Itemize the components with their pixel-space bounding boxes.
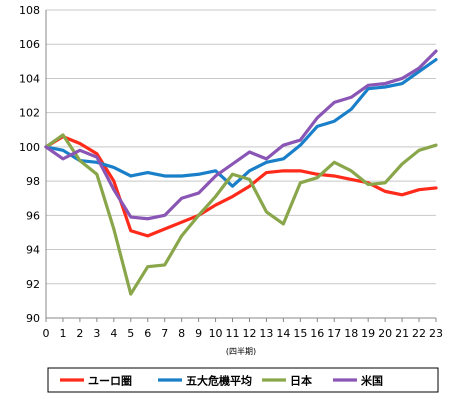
legend: ユーロ圏 五大危機平均 日本 米国 <box>47 367 439 393</box>
legend-label-3: 米国 <box>360 374 383 388</box>
series-line-2 <box>44 133 438 296</box>
x-tick-label: 2 <box>76 327 83 340</box>
legend-label-0: ユーロ圏 <box>88 375 132 388</box>
y-tick-label: 90 <box>26 312 40 325</box>
series-line-3 <box>44 49 438 221</box>
y-tick-label: 94 <box>26 244 40 257</box>
x-tick-label: 10 <box>209 327 223 340</box>
x-tick-label: 8 <box>178 327 185 340</box>
x-tick-label: 19 <box>361 327 375 340</box>
x-tick-label: 17 <box>327 327 341 340</box>
x-tick-label: 22 <box>412 327 426 340</box>
x-tick-label: 3 <box>93 327 100 340</box>
x-tick-label: 0 <box>43 327 50 340</box>
x-tick-label: 18 <box>344 327 358 340</box>
y-tick-label: 102 <box>19 107 40 120</box>
x-tick-label: 16 <box>310 327 324 340</box>
x-tick-label: 15 <box>293 327 307 340</box>
x-tick-label: 20 <box>378 327 392 340</box>
x-axis-label: (四半期) <box>226 346 256 356</box>
series-line-0 <box>44 135 438 238</box>
y-tick-label: 108 <box>19 4 40 17</box>
gridlines <box>46 9 436 285</box>
x-tick-label: 11 <box>226 327 240 340</box>
x-tick-labels: 0 1 2 3 4 5 6 7 8 9 10 11 12 13 14 15 16 17 18 19 20 21 22 23 <box>43 327 444 340</box>
x-tick-label: 5 <box>127 327 134 340</box>
x-tick-label: 6 <box>144 327 151 340</box>
x-tick-label: 21 <box>395 327 409 340</box>
y-tick-label: 92 <box>26 278 40 291</box>
series-lines <box>44 49 438 296</box>
y-tick-label: 98 <box>26 175 40 188</box>
x-tick-label: 7 <box>161 327 168 340</box>
x-tick-label: 1 <box>59 327 66 340</box>
x-tick-label: 9 <box>195 327 202 340</box>
y-tick-labels: 90 92 94 96 98 100 102 104 106 108 <box>19 4 40 325</box>
y-tick-label: 96 <box>26 209 40 222</box>
y-tick-label: 104 <box>19 72 40 85</box>
legend-box <box>47 367 439 393</box>
legend-label-2: 日本 <box>290 374 312 388</box>
y-tick-label: 106 <box>19 38 40 51</box>
legend-label-1: 五大危機平均 <box>186 374 252 388</box>
series-line-1 <box>44 58 438 188</box>
x-tick-label: 12 <box>242 327 256 340</box>
axes <box>45 10 437 322</box>
x-tick-label: 13 <box>259 327 273 340</box>
x-tick-label: 23 <box>429 327 443 340</box>
x-tick-label: 4 <box>110 327 117 340</box>
y-tick-label: 100 <box>19 141 40 154</box>
x-tick-label: 14 <box>276 327 290 340</box>
